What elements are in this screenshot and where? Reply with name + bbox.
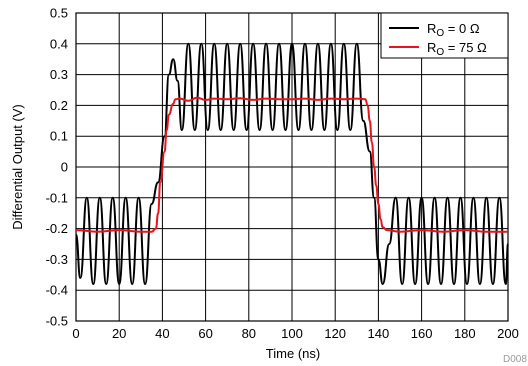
x-tick-label: 20 xyxy=(112,326,126,341)
x-tick-label: 0 xyxy=(72,326,79,341)
x-tick-label: 40 xyxy=(155,326,169,341)
y-axis-tick-labels: -0.5 -0.4 -0.3 -0.2 -0.1 0 0.1 0.2 0.3 0.4 0.5 xyxy=(46,6,68,329)
y-tick-label: -0.5 xyxy=(46,314,68,329)
x-tick-label: 60 xyxy=(198,326,212,341)
y-tick-label: 0.5 xyxy=(50,6,68,21)
legend: RO = 0 Ω RO = 75 Ω xyxy=(380,12,509,59)
x-tick-label: 180 xyxy=(454,326,476,341)
series-line-ro-0 xyxy=(75,42,509,285)
x-axis-label: Time (ns) xyxy=(266,346,320,361)
y-tick-label: 0.4 xyxy=(50,36,68,51)
x-tick-label: 140 xyxy=(368,326,390,341)
plot-area-frame xyxy=(75,12,509,322)
y-tick-label: 0 xyxy=(61,160,68,175)
legend-label-ro-75: RO = 75 Ω xyxy=(427,40,487,58)
y-axis-label: Differential Output (V) xyxy=(10,104,25,229)
y-tick-label: 0.2 xyxy=(50,98,68,113)
y-tick-label: -0.4 xyxy=(46,283,68,298)
x-axis-tick-labels: 0 20 40 60 80 100 120 140 160 180 200 xyxy=(72,326,518,341)
x-tick-label: 120 xyxy=(324,326,346,341)
y-tick-label: -0.3 xyxy=(46,252,68,267)
legend-label-ro-0: RO = 0 Ω xyxy=(427,21,480,39)
y-tick-label: -0.1 xyxy=(46,190,68,205)
y-tick-label: 0.1 xyxy=(50,129,68,144)
x-tick-label: 160 xyxy=(411,326,433,341)
legend-box xyxy=(380,12,509,59)
series-layer xyxy=(75,42,509,285)
x-tick-label: 80 xyxy=(242,326,256,341)
x-tick-label: 100 xyxy=(281,326,303,341)
figure-id-watermark: D008 xyxy=(503,354,527,365)
x-tick-label: 200 xyxy=(497,326,519,341)
y-tick-label: 0.3 xyxy=(50,67,68,82)
series-line-ro-75 xyxy=(75,96,508,233)
y-tick-label: -0.2 xyxy=(46,221,68,236)
